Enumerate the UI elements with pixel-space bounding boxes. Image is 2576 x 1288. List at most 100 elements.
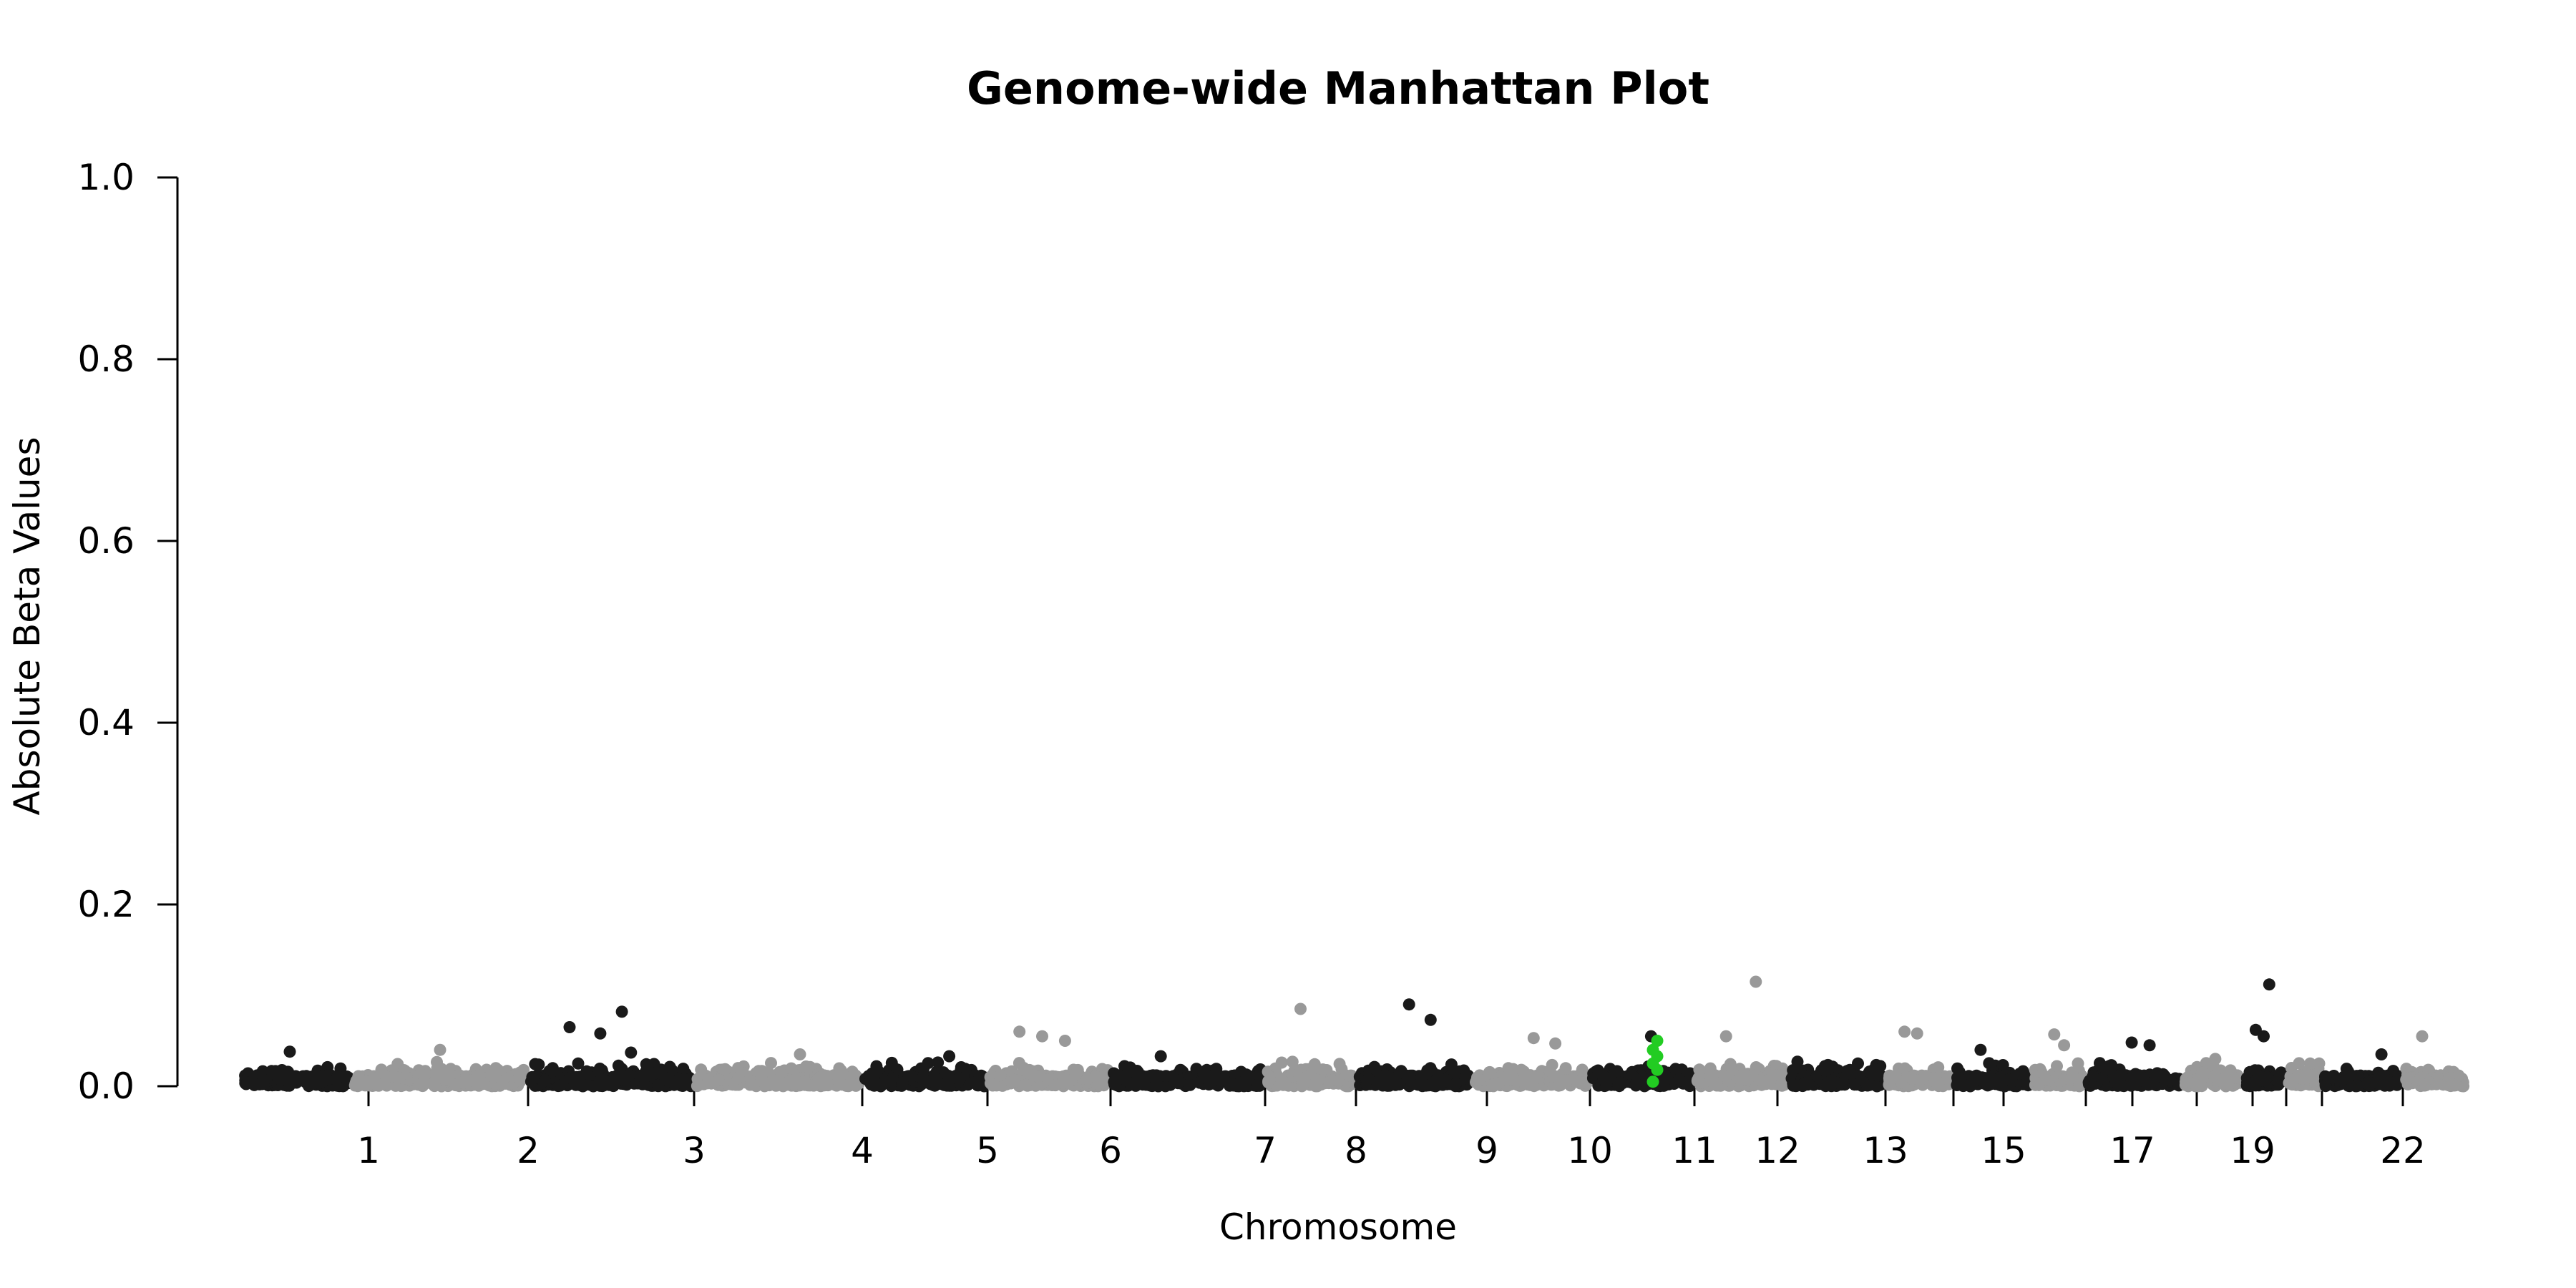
x-tick-label: 1: [357, 1130, 380, 1171]
data-point: [1770, 1060, 1783, 1073]
data-point: [1527, 1032, 1540, 1045]
data-point: [1058, 1035, 1071, 1047]
data-point: [577, 1078, 590, 1091]
y-axis: 0.0 0.2 0.4 0.6 0.8 1.0: [77, 157, 179, 1107]
data-point: [765, 1057, 777, 1070]
data-point: [273, 1073, 286, 1085]
data-point: [1966, 1073, 1979, 1086]
data-point: [1433, 1072, 1446, 1085]
data-point: [1424, 1013, 1437, 1026]
data-point: [1682, 1075, 1695, 1088]
x-tick-label: 10: [1567, 1130, 1613, 1171]
data-point: [2241, 1076, 2253, 1089]
data-point: [333, 1070, 346, 1083]
data-point: [1951, 1062, 1963, 1075]
data-point: [1036, 1030, 1048, 1043]
x-tick-label: 19: [2230, 1130, 2275, 1171]
data-point: [1483, 1065, 1496, 1078]
x-tick-label: 6: [1099, 1130, 1122, 1171]
data-point: [2033, 1077, 2045, 1090]
data-point: [906, 1070, 919, 1083]
data-point: [1275, 1056, 1288, 1069]
data-point: [1835, 1077, 1847, 1090]
data-point: [1486, 1078, 1499, 1091]
data-point: [867, 1073, 879, 1086]
data-point: [619, 1074, 631, 1087]
data-point: [2164, 1074, 2177, 1086]
x-tick-label: 9: [1475, 1130, 1498, 1171]
data-point: [2430, 1078, 2443, 1091]
data-point: [2072, 1057, 2084, 1070]
data-point: [1020, 1078, 1032, 1091]
data-point: [2442, 1072, 2455, 1085]
highlight-point: [1646, 1075, 1659, 1088]
data-point: [2150, 1068, 2162, 1081]
y-tick-label: 1.0: [77, 157, 135, 198]
data-point: [1132, 1066, 1145, 1079]
data-point: [1150, 1069, 1163, 1082]
data-point: [2048, 1028, 2061, 1041]
y-tick-label: 0.2: [77, 884, 135, 925]
data-point: [2207, 1070, 2220, 1083]
data-point: [752, 1065, 765, 1078]
data-point: [1918, 1070, 1931, 1083]
data-point: [1518, 1070, 1531, 1083]
data-point: [2326, 1071, 2338, 1084]
data-point: [745, 1075, 758, 1088]
data-point: [1870, 1080, 1883, 1093]
data-point: [804, 1079, 816, 1092]
data-point: [1911, 1027, 1923, 1040]
data-point: [794, 1048, 806, 1060]
data-point: [1974, 1043, 1987, 1056]
data-point: [1852, 1057, 1864, 1070]
data-point: [2271, 1075, 2283, 1088]
data-point: [1597, 1071, 1609, 1084]
x-tick-label: 5: [976, 1130, 999, 1171]
x-tick-label: 11: [1672, 1130, 1717, 1171]
highlight-point: [1651, 1035, 1664, 1047]
x-tick-label: 8: [1345, 1130, 1367, 1171]
data-point: [679, 1076, 692, 1088]
data-point: [2116, 1079, 2129, 1092]
data-point: [1473, 1074, 1486, 1086]
data-point: [1159, 1080, 1172, 1093]
data-point: [638, 1072, 650, 1084]
data-point: [2412, 1073, 2425, 1086]
data-point: [546, 1062, 559, 1075]
data-point: [2255, 1074, 2268, 1087]
data-point: [1210, 1063, 1223, 1075]
data-point: [1405, 1071, 1418, 1084]
data-point: [1445, 1058, 1458, 1071]
data-point: [255, 1078, 268, 1091]
data-point: [304, 1075, 317, 1088]
data-point: [1742, 1073, 1754, 1085]
data-point: [1069, 1069, 1081, 1082]
data-point: [415, 1078, 428, 1091]
x-tick-label: 3: [683, 1130, 706, 1171]
data-point: [844, 1079, 857, 1091]
data-point: [1611, 1065, 1624, 1078]
data-point: [378, 1077, 391, 1090]
data-point: [919, 1074, 931, 1087]
data-point: [1041, 1073, 1054, 1086]
data-point: [932, 1056, 945, 1069]
data-point: [2452, 1069, 2465, 1082]
data-point: [1614, 1076, 1626, 1089]
data-point: [942, 1078, 955, 1091]
data-point: [2058, 1039, 2071, 1052]
data-point: [435, 1063, 448, 1075]
y-tick-label: 0.6: [77, 520, 135, 562]
data-point: [1173, 1075, 1186, 1088]
data-point: [1264, 1073, 1277, 1085]
data-point: [2207, 1061, 2220, 1074]
y-tick-label: 0.4: [77, 702, 135, 743]
data-point: [1286, 1055, 1299, 1068]
data-point: [1080, 1073, 1093, 1085]
x-axis: 1 2 3 4 5 6 7 8 9 10 11 12 13 15 17 19 22: [357, 1086, 2426, 1171]
data-point: [564, 1071, 577, 1084]
data-point: [663, 1060, 676, 1073]
data-point: [2346, 1070, 2358, 1083]
data-point: [2087, 1070, 2099, 1083]
data-point: [1797, 1078, 1810, 1091]
